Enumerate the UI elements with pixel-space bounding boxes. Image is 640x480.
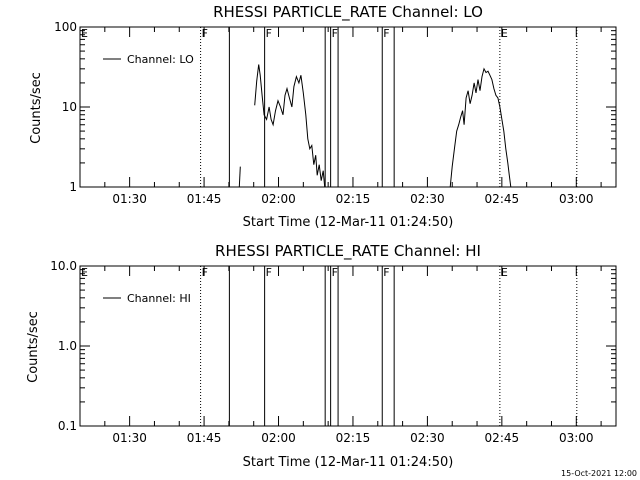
series-line-lo-0-segment-2 [449, 67, 512, 188]
series-lo [238, 64, 512, 188]
x-tick-label-hi-0: 01:30 [112, 431, 147, 445]
y-axis-label-lo: Counts/sec [29, 72, 44, 144]
y-ticks-hi: 0.1 1.0 10.0 [50, 259, 616, 433]
flag-label-hi-9: E [501, 266, 508, 279]
legend-label-hi: Channel: HI [127, 292, 191, 305]
legend-label-lo: Channel: LO [127, 53, 194, 66]
x-tick-label-hi-1: 01:45 [187, 431, 222, 445]
x-tick-label-lo-2: 02:00 [261, 192, 296, 206]
plot-frame-lo [79, 26, 617, 188]
chart-title-hi: RHESSI PARTICLE_RATE Channel: HI [215, 242, 481, 261]
y-tick-label-lo-1: 10 [62, 100, 77, 114]
legend-lo: Channel: LO [103, 53, 194, 66]
y-axis-label-hi: Counts/sec [26, 311, 41, 383]
x-tick-label-hi-5: 02:45 [485, 431, 520, 445]
x-tick-label-hi-2: 02:00 [261, 431, 296, 445]
flag-label-lo-0: E [81, 27, 88, 40]
flag-label-hi-3: F [266, 266, 272, 279]
y-tick-label-hi-0: 0.1 [58, 419, 77, 433]
flag-label-hi-7: F [383, 266, 389, 279]
plot-frame-hi [79, 265, 617, 427]
y-tick-label-lo-0: 1 [69, 180, 77, 194]
x-tick-label-lo-3: 02:15 [336, 192, 371, 206]
x-tick-label-lo-6: 03:00 [559, 192, 594, 206]
x-tick-label-hi-4: 02:30 [410, 431, 445, 445]
y-ticks-lo: 1 10 100 [54, 20, 616, 194]
flag-label-hi-1: F [202, 266, 208, 279]
chart-panel-hi: RHESSI PARTICLE_RATE Channel: HI Counts/… [26, 242, 617, 470]
flag-label-lo-7: F [383, 27, 389, 40]
x-tick-label-lo-0: 01:30 [112, 192, 147, 206]
flag-label-hi-0: E [81, 266, 88, 279]
footer-timestamp: 15-Oct-2021 12:00 [561, 469, 637, 478]
flag-label-hi-5: F [332, 266, 338, 279]
x-axis-label-hi: Start Time (12-Mar-11 01:24:50) [243, 455, 454, 470]
flag-label-lo-9: E [501, 27, 508, 40]
x-axis-label-lo: Start Time (12-Mar-11 01:24:50) [243, 215, 454, 230]
x-tick-label-lo-4: 02:30 [410, 192, 445, 206]
flag-label-lo-5: F [332, 27, 338, 40]
chart-panel-lo: RHESSI PARTICLE_RATE Channel: LO Counts/… [29, 3, 617, 230]
x-tick-label-hi-3: 02:15 [336, 431, 371, 445]
x-tick-label-lo-1: 01:45 [187, 192, 222, 206]
y-tick-label-hi-2: 10.0 [50, 259, 77, 273]
legend-hi: Channel: HI [103, 292, 191, 305]
x-ticks-lo: 01:30 01:45 02:00 02:15 02:30 02:45 03:00 [79, 27, 602, 206]
x-tick-label-lo-5: 02:45 [485, 192, 520, 206]
flag-label-lo-3: F [266, 27, 272, 40]
chart-title-lo: RHESSI PARTICLE_RATE Channel: LO [213, 3, 483, 22]
x-tick-label-hi-6: 03:00 [559, 431, 594, 445]
y-tick-label-hi-1: 1.0 [58, 339, 77, 353]
x-ticks-hi: 01:30 01:45 02:00 02:15 02:30 02:45 03:00 [79, 266, 602, 445]
series-line-lo-0-segment-0 [238, 166, 241, 188]
series-line-lo-0-segment-1 [254, 64, 326, 188]
flag-label-lo-1: F [202, 27, 208, 40]
y-tick-label-lo-2: 100 [54, 20, 77, 34]
